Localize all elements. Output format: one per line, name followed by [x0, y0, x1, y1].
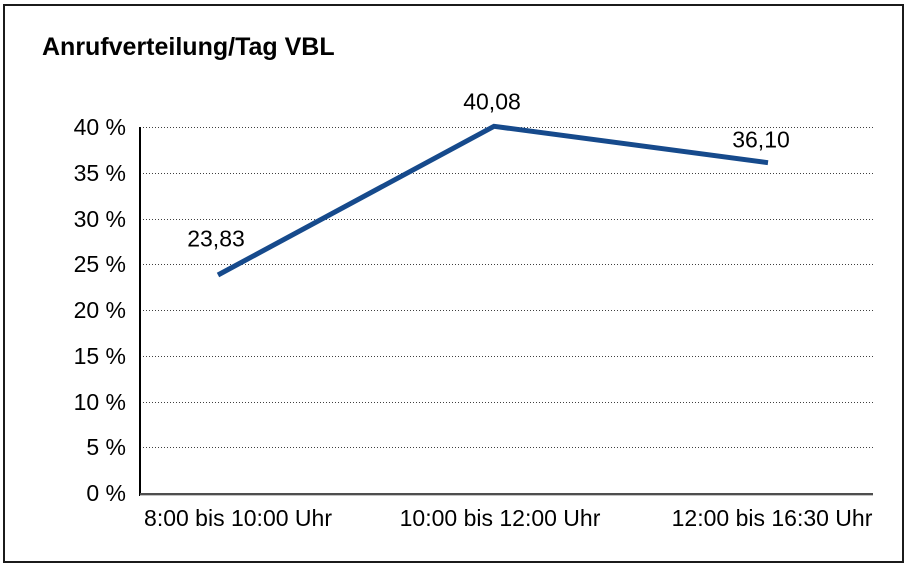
y-tick-label: 40 %	[73, 114, 126, 140]
y-tick-label: 25 %	[73, 251, 126, 277]
y-tick-label: 10 %	[73, 389, 126, 415]
y-tick-label: 5 %	[86, 434, 126, 460]
x-axis-baseline	[140, 493, 873, 496]
y-tick-label: 35 %	[73, 160, 126, 186]
chart-frame-border	[3, 4, 904, 563]
x-category-label: 12:00 bis 16:30 Uhr	[671, 505, 873, 531]
x-category-label: 8:00 bis 10:00 Uhr	[144, 505, 332, 531]
y-tick-label: 30 %	[73, 206, 126, 232]
gridline	[140, 219, 873, 220]
y-tick-label: 20 %	[73, 297, 126, 323]
y-tick-label: 0 %	[86, 480, 126, 506]
gridline	[140, 264, 873, 265]
gridline	[140, 447, 873, 448]
data-point-label: 40,08	[463, 88, 521, 115]
gridline	[140, 356, 873, 357]
gridline	[140, 402, 873, 403]
y-axis-line	[139, 127, 141, 496]
y-tick-label: 15 %	[73, 343, 126, 369]
gridline	[140, 173, 873, 174]
gridline	[140, 310, 873, 311]
x-category-label: 10:00 bis 12:00 Uhr	[399, 505, 601, 531]
data-point-label: 36,10	[732, 126, 790, 153]
chart-title: Anrufverteilung/Tag VBL	[42, 33, 335, 61]
data-point-label: 23,83	[187, 225, 245, 252]
